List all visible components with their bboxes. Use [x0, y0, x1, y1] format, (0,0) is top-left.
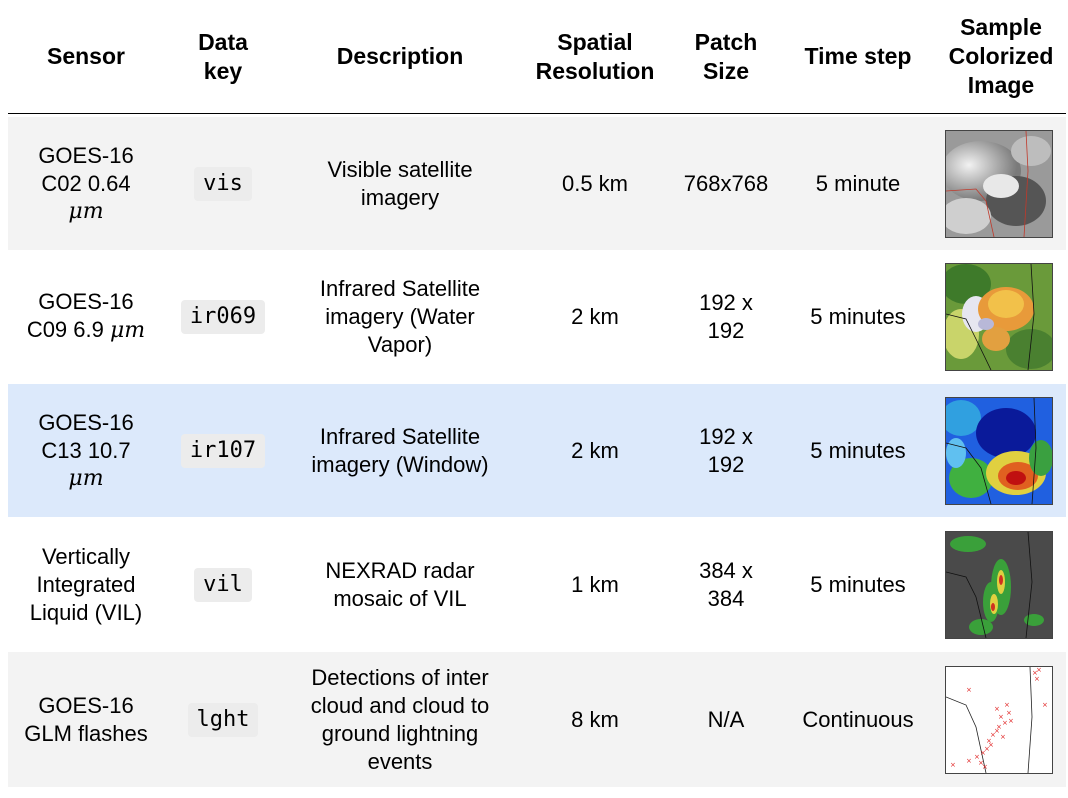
svg-text:×: × [978, 759, 984, 767]
header-data-key: Data key [198, 28, 248, 84]
svg-text:×: × [1042, 701, 1048, 709]
svg-text:×: × [984, 745, 990, 753]
header-spatial-resolution: Spatial Resolution [535, 28, 655, 84]
svg-text:×: × [1032, 669, 1038, 677]
resolution-cell: 1 km [571, 571, 619, 597]
svg-text:×: × [994, 705, 1000, 713]
data-key-cell: ir107 [164, 384, 282, 517]
svg-text:×: × [990, 731, 996, 739]
description-cell: Infrared Satellite imagery (Window) [311, 423, 489, 477]
sensor-cell: GOES-16 C13 10.7 μm [38, 409, 134, 491]
svg-text:×: × [1008, 717, 1014, 725]
sensor-cell: Vertically Integrated Liquid (VIL) [29, 543, 143, 625]
ir107-sample-image [945, 397, 1053, 505]
data-key-cell: vil [164, 518, 282, 651]
svg-text:×: × [1004, 701, 1010, 709]
resolution-cell: 2 km [571, 437, 619, 463]
header-sensor: Sensor [47, 43, 125, 69]
time-step-cell: Continuous [802, 706, 914, 732]
svg-text:×: × [966, 686, 972, 694]
sensor-cell: GOES-16 GLM flashes [24, 692, 148, 746]
description-cell: Infrared Satellite imagery (Water Vapor) [319, 275, 481, 357]
resolution-cell: 2 km [571, 303, 619, 329]
patch-size-cell: N/A [707, 706, 745, 732]
svg-text:×: × [1002, 719, 1008, 727]
svg-text:×: × [1000, 733, 1006, 741]
description-cell: Detections of inter cloud and cloud to gro… [310, 664, 490, 774]
svg-text:×: × [1036, 667, 1042, 674]
header-divider [8, 113, 1066, 114]
table-row: GOES-16 C09 6.9 μm ir069 Infrared Satelli… [8, 250, 1066, 383]
header-time-step: Time step [804, 43, 912, 69]
table-header: Sensor Data key Description Spatial Resolu… [0, 0, 1068, 115]
header-description: Description [336, 43, 464, 69]
sensor-cell: GOES-16 C02 0.64 μm [38, 142, 134, 224]
resolution-cell: 0.5 km [561, 170, 629, 196]
data-key-cell: vis [164, 117, 282, 250]
svg-text:×: × [986, 737, 992, 745]
header-sample-image: Sample Colorized Image [948, 14, 1054, 98]
svg-text:×: × [974, 753, 980, 761]
table-row: GOES-16 C02 0.64 μm vis Visible satellite i… [8, 117, 1066, 250]
svg-text:×: × [1034, 675, 1040, 683]
time-step-cell: 5 minutes [810, 303, 906, 329]
patch-size-cell: 192 x 192 [699, 289, 753, 343]
svg-text:×: × [996, 723, 1002, 731]
svg-text:×: × [950, 761, 956, 769]
ir069-sample-image [945, 263, 1053, 371]
svg-text:×: × [980, 749, 986, 757]
patch-size-cell: 768x768 [683, 170, 769, 196]
patch-size-cell: 192 x 192 [699, 423, 753, 477]
svg-text:×: × [998, 713, 1004, 721]
svg-text:×: × [994, 727, 1000, 735]
data-key-cell: lght [164, 652, 282, 787]
resolution-cell: 8 km [571, 706, 619, 732]
time-step-cell: 5 minutes [810, 437, 906, 463]
time-step-cell: 5 minutes [810, 571, 906, 597]
description-cell: Visible satellite imagery [327, 156, 473, 210]
data-key-cell: ir069 [164, 250, 282, 383]
sensor-cell: GOES-16 C09 6.9 μm [26, 289, 146, 343]
svg-text:×: × [982, 763, 988, 771]
patch-size-cell: 384 x 384 [699, 557, 753, 611]
svg-text:×: × [1006, 709, 1012, 717]
description-cell: NEXRAD radar mosaic of VIL [325, 557, 475, 611]
time-step-cell: 5 minute [815, 170, 901, 196]
vis-sample-image [945, 130, 1053, 238]
table-row: GOES-16 GLM flashes lght Detections of in… [8, 652, 1066, 787]
svg-text:×: × [988, 741, 994, 749]
header-patch-size: Patch Size [694, 28, 758, 84]
vil-sample-image [945, 531, 1053, 639]
table-row: Vertically Integrated Liquid (VIL) vil NEX… [8, 518, 1066, 651]
lght-sample-image: × × × × × × × × × × × × × × × × × × × × × × × × [945, 666, 1053, 774]
table-row: GOES-16 C13 10.7 μm ir107 Infrared Satelli… [8, 384, 1066, 517]
svg-text:×: × [966, 757, 972, 765]
